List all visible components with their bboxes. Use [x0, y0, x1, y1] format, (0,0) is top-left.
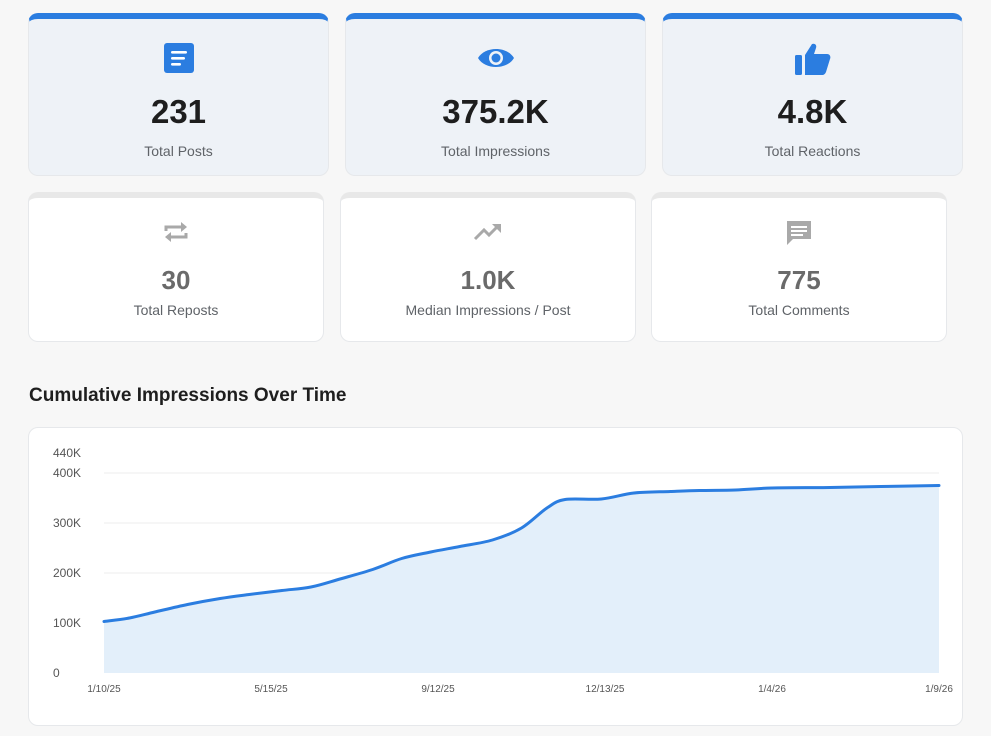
stat-value: 231 — [150, 93, 207, 130]
stat-card-total-posts: 231 Total Posts — [28, 13, 329, 176]
stat-value: 1.0K — [460, 265, 516, 295]
stat-label: Median Impressions / Post — [405, 302, 571, 318]
cumulative-impressions-chart: 0 100K 200K 300K 400K 440K 1/10/25 5/15/25 9/12/… — [53, 446, 953, 695]
stat-value: 775 — [777, 265, 821, 295]
stat-label: Total Reactions — [764, 143, 861, 159]
trending-up-icon — [473, 224, 501, 241]
series-line — [102, 484, 941, 623]
stat-label: Total Posts — [144, 143, 213, 159]
y-tick-label: 100K — [53, 616, 81, 630]
x-tick-label: 1/9/26 — [925, 684, 953, 695]
y-tick-label: 300K — [53, 516, 81, 530]
x-tick-label: 9/12/25 — [421, 684, 455, 695]
stat-label: Total Impressions — [441, 143, 550, 159]
chart-card: 0 100K 200K 300K 400K 440K 1/10/25 5/15/25 9/12/… — [28, 427, 963, 726]
y-tick-label: 400K — [53, 466, 81, 480]
stat-value: 4.8K — [777, 93, 848, 130]
y-tick-label: 0 — [53, 666, 60, 680]
x-tick-label: 12/13/25 — [586, 684, 625, 695]
stat-card-total-reactions: 4.8K Total Reactions — [662, 13, 963, 176]
stat-card-total-reposts: 30 Total Reposts — [28, 192, 324, 342]
x-tick-label: 5/15/25 — [254, 684, 288, 695]
area-fill — [104, 485, 939, 673]
eye-icon — [477, 49, 514, 67]
repost-icon — [164, 222, 188, 242]
thumbs-up-icon — [794, 43, 830, 75]
y-tick-label: 200K — [53, 566, 81, 580]
x-tick-label: 1/10/25 — [87, 684, 121, 695]
stat-card-total-impressions: 375.2K Total Impressions — [345, 13, 646, 176]
document-icon — [163, 43, 194, 73]
stat-card-total-comments: 775 Total Comments — [651, 192, 947, 342]
y-tick-label: 440K — [53, 446, 81, 460]
chart-title: Cumulative Impressions Over Time — [29, 385, 347, 406]
stat-label: Total Reposts — [133, 302, 219, 318]
comment-icon — [787, 221, 811, 245]
stat-value: 30 — [161, 265, 191, 295]
stat-label: Total Comments — [748, 302, 850, 318]
stat-card-median-impressions: 1.0K Median Impressions / Post — [340, 192, 636, 342]
x-tick-label: 1/4/26 — [758, 684, 786, 695]
stat-value: 375.2K — [442, 93, 549, 130]
